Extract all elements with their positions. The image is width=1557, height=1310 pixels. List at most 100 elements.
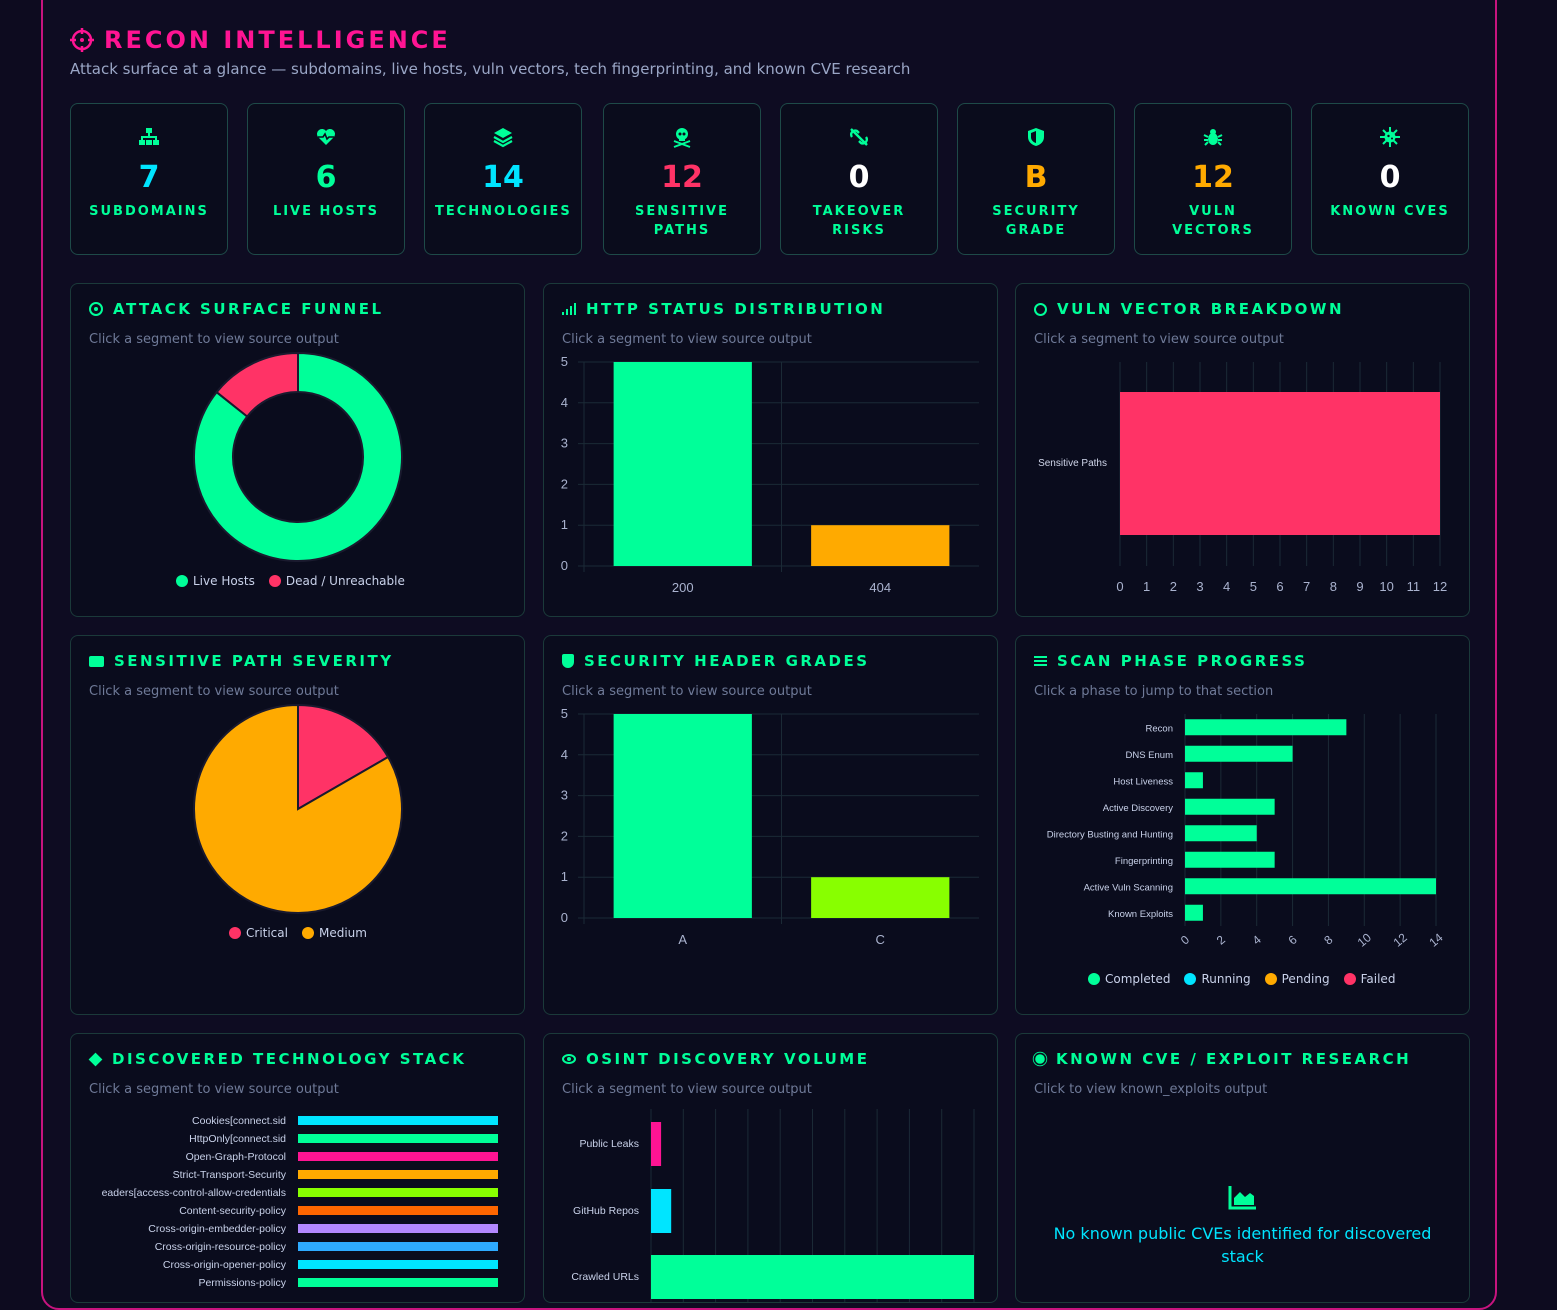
funnel-chart[interactable] (71, 284, 525, 617)
y-tick-label: HttpOnly[connect.sid (189, 1133, 286, 1145)
stat-label: LIVE HOSTS (272, 204, 380, 219)
x-tick-label: 3 (1196, 579, 1203, 594)
tech-bar[interactable] (298, 1278, 498, 1287)
stat-card-subdomains[interactable]: 7 SUBDOMAINS (70, 103, 228, 255)
legend-item[interactable]: Failed (1343, 972, 1395, 986)
y-tick-label: 4 (561, 747, 568, 762)
legend-label: Completed (1105, 972, 1171, 986)
phase-bar[interactable] (1185, 772, 1203, 789)
x-tick-label: 2 (1214, 932, 1228, 947)
phase-bar[interactable] (1185, 825, 1257, 842)
stat-card-known-cves[interactable]: 0 KNOWN CVES (1311, 103, 1469, 255)
x-tick-label: 14 (1426, 930, 1445, 950)
pie-slice-dead-unreachable[interactable] (215, 351, 299, 418)
bar-200[interactable] (613, 362, 752, 566)
legend-item[interactable]: Dead / Unreachable (268, 574, 405, 588)
phase-bar[interactable] (1185, 904, 1203, 921)
panel-attack-surface-funnel: ATTACK SURFACE FUNNEL Click a segment to… (70, 283, 525, 617)
y-tick-label: Strict-Transport-Security (173, 1169, 287, 1181)
osint-bar[interactable] (651, 1255, 974, 1299)
legend-item[interactable]: Running (1184, 972, 1251, 986)
tech-bar[interactable] (298, 1224, 498, 1233)
tech-bar[interactable] (298, 1188, 498, 1197)
legend-swatch (1343, 973, 1356, 985)
tech-bar[interactable] (298, 1116, 498, 1125)
y-tick-label: Permissions-policy (198, 1277, 286, 1289)
list-check-icon (1034, 656, 1047, 666)
y-tick-label: Active Vuln Scanning (1084, 882, 1173, 893)
stat-card-technologies[interactable]: 14 TECHNOLOGIES (424, 103, 582, 255)
stat-card-live-hosts[interactable]: 6 LIVE HOSTS (247, 103, 405, 255)
y-tick-label: DNS Enum (1125, 750, 1173, 761)
tech-bar[interactable] (298, 1206, 498, 1215)
y-tick-label: Public Leaks (579, 1138, 639, 1150)
osint-bar[interactable] (651, 1189, 672, 1233)
osint-chart[interactable]: Public Leaks GitHub Repos Crawled URLs (544, 1034, 998, 1303)
y-tick-label: 5 (561, 354, 568, 369)
tech-bar[interactable] (298, 1242, 498, 1251)
panel-tech-stack: DISCOVERED TECHNOLOGY STACK Click a segm… (70, 1033, 525, 1303)
stat-card-security-grade[interactable]: B SECURITY GRADE (957, 103, 1115, 255)
pie-slice-critical[interactable] (297, 703, 390, 811)
bar-404[interactable] (811, 525, 950, 566)
http-status-chart[interactable]: 0 1 2 3 4 5 200 404 (544, 284, 998, 617)
page-header: RECON INTELLIGENCE (70, 26, 451, 54)
y-tick-label: Cross-origin-resource-policy (155, 1241, 287, 1253)
pie-slice-live-hosts[interactable] (193, 351, 403, 562)
stat-label: SENSITIVE PATHS (635, 204, 729, 238)
y-tick-label: 1 (561, 517, 568, 532)
phase-bar[interactable] (1185, 851, 1275, 868)
sensitive-path-chart[interactable] (71, 636, 525, 1015)
target-icon (89, 302, 103, 316)
panel-known-cve[interactable]: KNOWN CVE / EXPLOIT RESEARCH Click to vi… (1015, 1033, 1470, 1303)
stat-value: 0 (848, 160, 870, 195)
phase-bar[interactable] (1185, 745, 1293, 762)
x-tick-label: 6 (1276, 579, 1283, 594)
legend-item[interactable]: Completed (1088, 972, 1170, 986)
stat-icon-wrap (958, 126, 1114, 148)
tech-stack-chart[interactable]: Cookies[connect.sid HttpOnly[connect.sid O… (71, 1034, 525, 1303)
scan-phase-chart[interactable]: 0 2 4 6 8 10 12 14 Recon DNS Enum Host Liveness Act… (1016, 636, 1470, 1015)
y-tick-label: Known Exploits (1108, 909, 1173, 920)
stat-icon-wrap (1135, 126, 1291, 148)
phase-bar[interactable] (1185, 798, 1275, 815)
stat-value: 14 (482, 160, 524, 195)
pie-slice-medium[interactable] (193, 703, 403, 914)
bar-c[interactable] (811, 877, 950, 918)
stat-card-sensitive-paths[interactable]: 12 SENSITIVE PATHS (603, 103, 761, 255)
signal-icon (562, 303, 576, 315)
legend-swatch (229, 927, 241, 939)
bar-sensitive-paths[interactable] (1120, 392, 1440, 535)
legend-item[interactable]: Pending (1264, 972, 1330, 986)
legend-item[interactable]: Medium (301, 926, 367, 940)
y-tick-label: 1 (561, 869, 568, 884)
tech-bar[interactable] (298, 1134, 498, 1143)
x-tick-label: 5 (1250, 579, 1257, 594)
eye-icon (562, 1054, 576, 1064)
phase-bar[interactable] (1185, 719, 1347, 736)
tech-bar[interactable] (298, 1170, 498, 1179)
x-tick-label: 1 (1143, 579, 1150, 594)
bar-a[interactable] (613, 714, 752, 918)
security-header-chart[interactable]: 0 1 2 3 4 5 A C (544, 636, 998, 1015)
heartbeat-icon (317, 129, 335, 145)
legend-item[interactable]: Critical (229, 926, 288, 940)
x-tick-label: 9 (1356, 579, 1363, 594)
tech-bar[interactable] (298, 1260, 498, 1269)
tech-bar[interactable] (298, 1152, 498, 1161)
y-tick-label: 3 (561, 788, 568, 803)
osint-bar[interactable] (651, 1122, 662, 1166)
stat-card-vuln-vectors[interactable]: 12 VULN VECTORS (1134, 103, 1292, 255)
x-tick-label: 200 (672, 580, 694, 595)
y-tick-label: Cookies[connect.sid (192, 1115, 286, 1127)
area-chart-icon (1228, 1186, 1256, 1210)
stat-value: B (1024, 160, 1048, 195)
stat-card-takeover-risks[interactable]: 0 TAKEOVER RISKS (780, 103, 938, 255)
legend-item[interactable]: Live Hosts (176, 574, 255, 588)
panel-title: HTTP STATUS DISTRIBUTION (586, 300, 886, 318)
phase-bar[interactable] (1185, 878, 1436, 895)
broken-link-icon (849, 128, 869, 146)
y-tick-label: Active Discovery (1103, 803, 1173, 814)
y-tick-label: 0 (561, 910, 568, 925)
